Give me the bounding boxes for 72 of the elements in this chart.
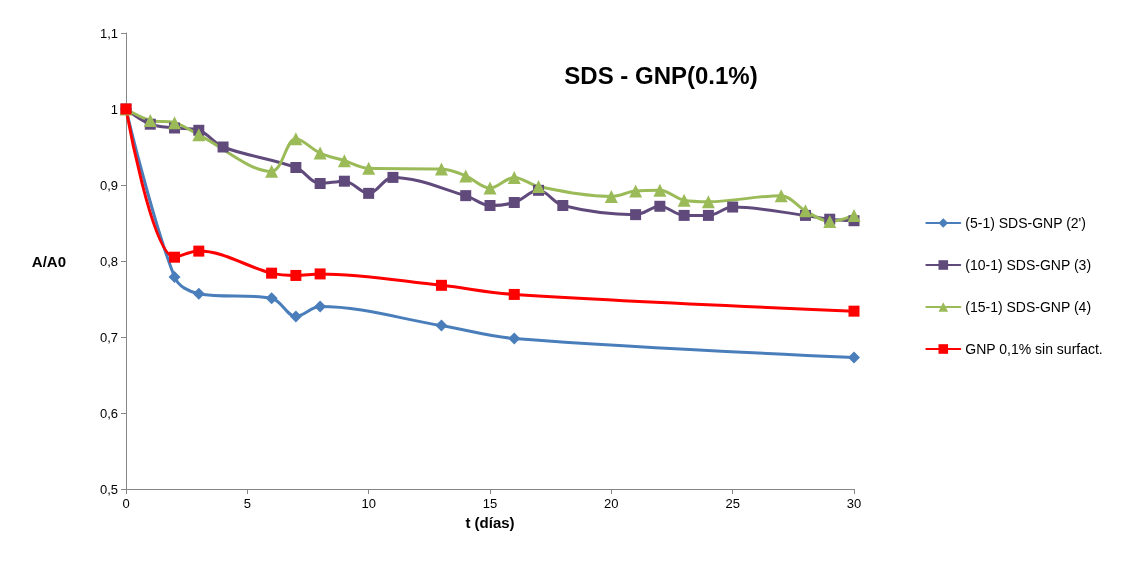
point xyxy=(266,267,278,279)
point xyxy=(143,113,157,127)
point xyxy=(192,128,206,142)
point xyxy=(193,245,205,257)
x-tick-label: 30 xyxy=(846,496,862,511)
point xyxy=(653,183,667,197)
point xyxy=(677,193,691,207)
point xyxy=(847,208,861,222)
point xyxy=(483,181,497,195)
y-axis-title: A/A0 xyxy=(31,252,66,270)
point xyxy=(774,189,788,203)
point xyxy=(557,200,569,212)
x-tick-label: 10 xyxy=(361,496,376,511)
point xyxy=(314,177,326,189)
x-tick-label: 25 xyxy=(725,496,740,511)
point xyxy=(387,171,399,183)
x-tick-label: 5 xyxy=(243,496,251,511)
legend-label: (5-1) SDS-GNP (2') xyxy=(965,215,1086,231)
point xyxy=(169,251,181,263)
x-axis-title: t (días) xyxy=(465,513,515,531)
point xyxy=(290,269,302,281)
point xyxy=(848,351,860,364)
point xyxy=(265,164,279,178)
point xyxy=(265,292,278,305)
point xyxy=(289,310,302,323)
point xyxy=(337,154,351,168)
point xyxy=(435,279,447,291)
point xyxy=(168,270,181,283)
point xyxy=(314,268,326,280)
point xyxy=(630,209,642,221)
point xyxy=(702,209,714,221)
point xyxy=(532,180,546,194)
y-tick-label: 0,6 xyxy=(99,405,118,421)
point xyxy=(508,196,520,208)
y-tick-label: 1 xyxy=(110,101,118,117)
point xyxy=(217,141,229,153)
point xyxy=(654,200,666,212)
point xyxy=(338,175,350,187)
point xyxy=(313,146,327,160)
point xyxy=(459,169,473,183)
point xyxy=(798,204,812,218)
point xyxy=(727,201,739,213)
point xyxy=(460,190,472,202)
legend-label: GNP 0,1% sin surfact. xyxy=(965,341,1103,357)
y-tick-label: 0,7 xyxy=(99,329,118,345)
legend-label: (10-1) SDS-GNP (3) xyxy=(965,257,1092,273)
point xyxy=(848,305,860,317)
x-tick-label: 20 xyxy=(604,496,619,511)
y-tick-label: 0,8 xyxy=(99,253,118,269)
x-tick-label: 0 xyxy=(122,496,130,511)
point xyxy=(508,288,520,300)
text: SDS - GNP(0.1%) xyxy=(564,61,758,89)
point xyxy=(604,189,618,203)
point xyxy=(168,116,182,130)
y-tick-label: 0,5 xyxy=(99,481,118,497)
point xyxy=(290,162,302,174)
point xyxy=(289,132,303,146)
point xyxy=(434,162,448,176)
x-tick-label: 15 xyxy=(482,496,498,511)
point xyxy=(362,161,376,175)
point xyxy=(678,209,690,221)
point xyxy=(629,184,643,198)
y-tick-label: 1,1 xyxy=(99,25,118,41)
point xyxy=(484,200,496,212)
legend-label: (15-1) SDS-GNP (4) xyxy=(965,299,1092,315)
point xyxy=(701,195,715,209)
y-tick-label: 0,9 xyxy=(99,177,118,193)
point xyxy=(508,332,521,345)
point xyxy=(507,170,521,184)
point xyxy=(363,187,375,199)
point xyxy=(435,319,448,332)
point xyxy=(192,287,205,300)
